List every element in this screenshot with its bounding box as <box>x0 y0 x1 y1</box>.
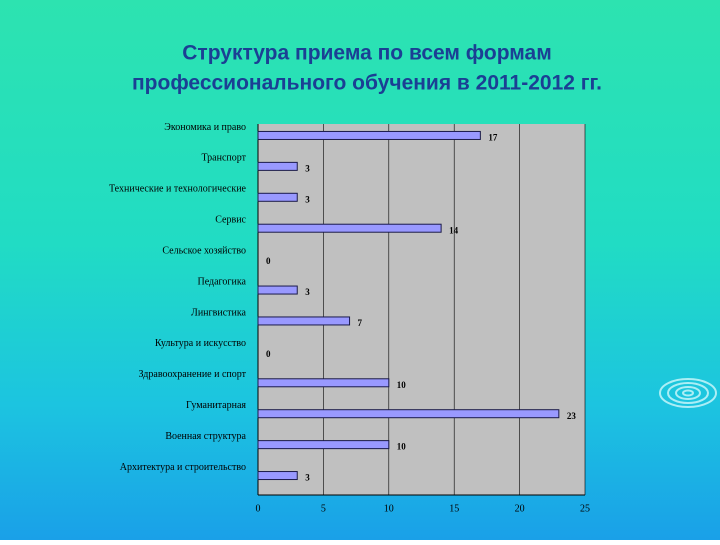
y-tick-label: Архитектура и строительство <box>120 462 246 473</box>
bar <box>257 471 298 481</box>
y-tick-label: Технические и технологические <box>109 184 247 195</box>
y-tick-label: Сервис <box>215 215 246 226</box>
x-tick-label: 0 <box>256 503 261 514</box>
bar <box>257 192 298 202</box>
bar <box>257 285 298 295</box>
value-label: 10 <box>397 442 407 452</box>
value-label: 7 <box>358 318 363 328</box>
x-tick-label: 5 <box>321 503 326 514</box>
value-label: 3 <box>305 287 310 297</box>
x-tick-label: 10 <box>384 503 394 514</box>
y-tick-label: Экономика и право <box>164 122 246 133</box>
value-label: 0 <box>266 349 271 359</box>
y-tick-label: Сельское хозяйство <box>162 245 246 256</box>
y-tick-label: Транспорт <box>201 153 246 164</box>
y-tick-label: Военная структура <box>165 431 246 442</box>
bar <box>257 223 442 233</box>
x-tick-label: 20 <box>515 503 525 514</box>
x-tick-label: 25 <box>580 503 590 514</box>
bar <box>257 409 560 419</box>
y-tick-label: Лингвистика <box>191 307 247 318</box>
y-tick-label: Педагогика <box>197 276 246 287</box>
value-label: 14 <box>449 225 459 235</box>
y-tick-label: Культура и искусство <box>155 338 246 349</box>
ripple-decoration <box>659 378 717 408</box>
value-label: 23 <box>567 411 577 421</box>
bar <box>257 316 351 326</box>
value-label: 3 <box>305 194 310 204</box>
value-label: 3 <box>305 163 310 173</box>
y-tick-label: Гуманитарная <box>186 400 246 411</box>
value-label: 17 <box>488 133 498 143</box>
y-tick-label: Здравоохранение и спорт <box>139 369 247 380</box>
bar <box>257 440 390 450</box>
plot-area <box>258 124 585 495</box>
bar <box>257 378 390 388</box>
bar <box>257 161 298 171</box>
value-label: 0 <box>266 256 271 266</box>
value-label: 3 <box>305 473 310 483</box>
chart-title: Структура приема по всем формам <box>182 42 551 65</box>
bar <box>257 130 481 140</box>
x-tick-label: 15 <box>449 503 459 514</box>
value-label: 10 <box>397 380 407 390</box>
chart-title: профессионального обучения в 2011-2012 г… <box>132 72 602 95</box>
